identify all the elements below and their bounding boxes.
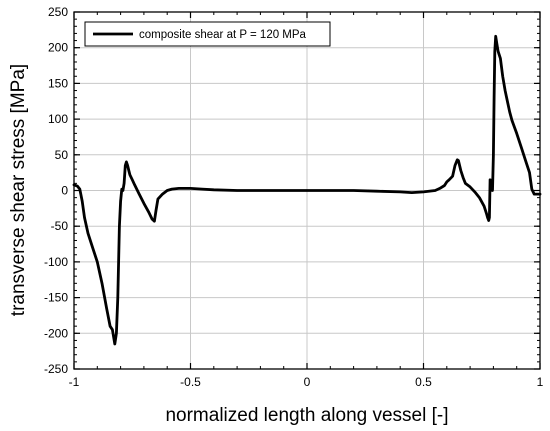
y-axis-title: transverse shear stress [MPa]	[8, 64, 29, 316]
y-tick-label: 200	[48, 41, 68, 55]
x-axis-title: normalized length along vessel [-]	[165, 405, 448, 426]
y-tick-label: -100	[44, 255, 68, 269]
x-tick-label: 1	[537, 375, 544, 389]
x-tick-label: -0.5	[180, 375, 201, 389]
y-tick-label: -250	[44, 362, 68, 376]
legend-label: composite shear at P = 120 MPa	[139, 29, 307, 41]
y-tick-label: 100	[48, 112, 68, 126]
y-tick-labels: -250 -200 -150 -100 -50 0 50 100 150 200 250	[44, 5, 68, 376]
series-line-0	[72, 34, 542, 346]
legend: composite shear at P = 120 MPa	[84, 21, 331, 47]
y-tick-label: 0	[61, 184, 68, 198]
x-tick-labels: -1 -0.5 0 0.5 1	[69, 375, 544, 389]
y-tick-label: 250	[48, 5, 68, 19]
y-tick-label: -200	[44, 326, 68, 340]
series-layer	[72, 34, 542, 346]
y-tick-label: -150	[44, 291, 68, 305]
plot-frame	[73, 11, 541, 370]
y-tick-label: 150	[48, 76, 68, 90]
x-tick-label: 0.5	[415, 375, 432, 389]
legend-box	[84, 21, 331, 47]
x-tick-label: -1	[69, 375, 80, 389]
y-tick-label: 50	[55, 148, 69, 162]
x-tick-label: 0	[304, 375, 311, 389]
y-tick-label: -50	[51, 219, 69, 233]
